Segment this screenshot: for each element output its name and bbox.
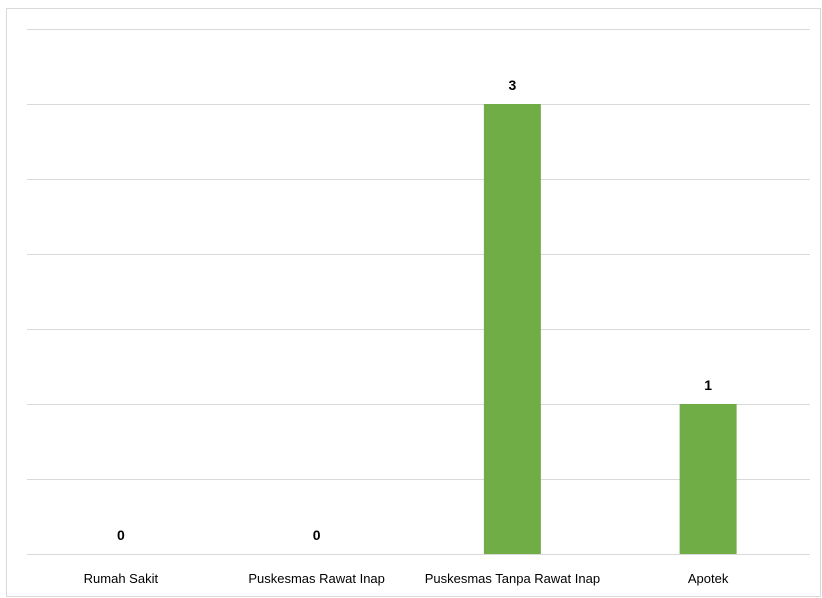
data-labels: 0 0 3 1 xyxy=(117,77,712,543)
x-tick-label-1: Puskesmas Rawat Inap xyxy=(248,571,385,586)
gridlines xyxy=(27,29,810,555)
data-label-1: 0 xyxy=(313,527,321,543)
x-tick-label-2: Puskesmas Tanpa Rawat Inap xyxy=(425,571,600,586)
data-label-3: 1 xyxy=(704,377,712,393)
data-label-2: 3 xyxy=(508,77,516,93)
bars xyxy=(483,104,737,554)
bar-3 xyxy=(679,404,737,554)
x-axis-tick-labels: Rumah Sakit Puskesmas Rawat Inap Puskesmas… xyxy=(84,571,729,586)
x-tick-label-0: Rumah Sakit xyxy=(84,571,159,586)
bar-2 xyxy=(483,104,541,554)
x-tick-label-3: Apotek xyxy=(688,571,729,586)
data-label-0: 0 xyxy=(117,527,125,543)
